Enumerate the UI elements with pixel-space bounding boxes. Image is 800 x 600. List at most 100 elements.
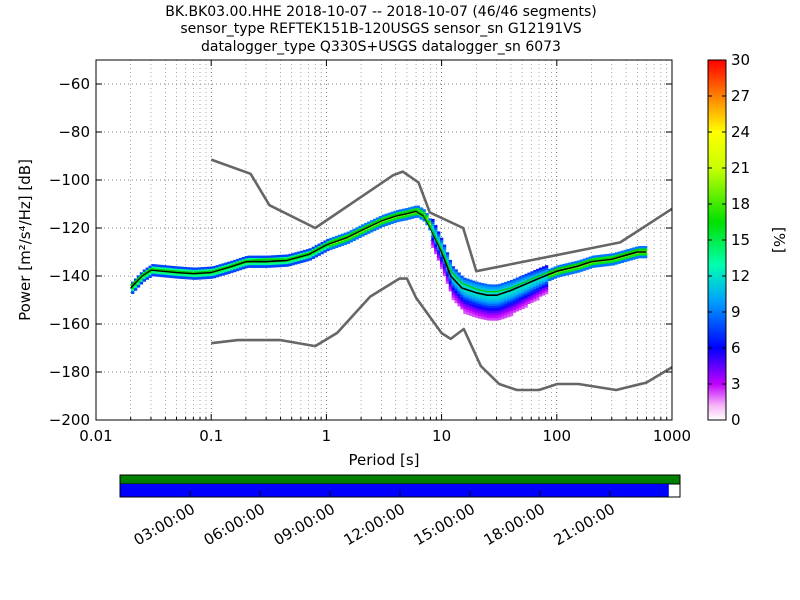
heatmap-cell [498,307,502,311]
heatmap-cell [390,218,394,222]
heatmap-cell [515,308,520,312]
heatmap-cell [594,262,598,266]
heatmap-cell [133,285,138,289]
heatmap-cell [550,274,555,278]
heatmap-cell [437,250,441,254]
heatmap-cell [486,308,490,311]
heatmap-cell [431,240,435,244]
heatmap-cell [457,298,461,302]
heatmap-cell [437,257,441,261]
heatmap-cell [539,291,543,295]
heatmap-cell [320,241,324,245]
heatmap-cell [474,312,479,316]
heatmap-cell [346,231,351,235]
heatmap-cell [192,274,196,278]
heatmap-cell [177,273,181,277]
heatmap-cell [253,265,257,268]
heatmap-cell [302,257,307,260]
heatmap-cell [442,246,447,250]
heatmap-cell [509,282,514,286]
heatmap-cell [521,275,525,278]
heatmap-cell [539,269,543,273]
heatmap-cell [448,259,453,263]
heatmap-cell [472,294,476,298]
heatmap-cell [541,285,546,289]
heatmap-cell [174,268,179,272]
heatmap-cell [183,266,187,270]
heatmap-cell [145,267,149,271]
heatmap-cell [139,272,144,275]
heatmap-cell [480,314,485,317]
heatmap-cell [160,274,164,278]
heatmap-cell [547,276,552,279]
heatmap-cell [594,255,598,258]
x-tick-label: 1000 [653,427,691,445]
heatmap-cell [317,243,321,247]
heatmap-cell [215,274,219,278]
heatmap-cell [355,232,359,235]
heatmap-cell [139,279,144,283]
heatmap-cell [629,257,633,261]
heatmap-cell [507,283,511,287]
title-line-3: datalogger_type Q330S+USGS datalogger_sn… [201,39,561,55]
heatmap-cell [472,314,476,317]
heatmap-cell [233,267,237,270]
heatmap-cell [171,275,176,279]
heatmap-cell [445,252,450,255]
heatmap-cell [370,229,374,233]
heatmap-cell [346,238,351,242]
heatmap-cell [486,291,490,295]
heatmap-cell [469,284,473,288]
heatmap-cell [550,270,555,273]
heatmap-cell [568,262,572,266]
heatmap-cell [509,296,514,300]
heatmap-cell [364,222,368,226]
heatmap-cell [288,261,292,264]
heatmap-cell [641,255,645,259]
heatmap-cell [381,214,385,218]
heatmap-cell [463,292,467,295]
heatmap-cell [530,276,534,279]
heatmap-cell [233,259,237,263]
heatmap-cell [410,213,415,217]
heatmap-cell [544,289,549,292]
heatmap-cell [148,272,152,276]
heatmap-cell [434,241,438,245]
heatmap-cell [294,252,298,255]
heatmap-cell [442,249,447,253]
heatmap-cell [311,251,316,255]
heatmap-cell [457,296,461,300]
heatmap-cell [431,223,435,227]
heatmap-cell [495,315,499,319]
heatmap-cell [603,263,607,267]
heatmap-cell [335,235,339,239]
heatmap-cell [643,246,648,249]
heatmap-cell [335,242,339,246]
heatmap-cell [230,268,234,271]
heatmap-cell [504,303,508,307]
heatmap-cell [477,296,482,300]
heatmap-cell [597,264,601,268]
heatmap-cell [282,254,286,258]
heatmap-cell [166,272,170,276]
heatmap-cell [480,285,485,289]
heatmap-cell [544,282,549,285]
heatmap-cell [431,228,435,232]
heatmap-cell [215,272,219,276]
heatmap-cell [507,307,511,311]
heatmap-cell [437,248,441,251]
heatmap-cell [457,286,461,290]
heatmap-cell [489,318,493,321]
heatmap-cell [203,274,208,277]
heatmap-cell [472,287,476,291]
heatmap-cell [305,258,310,262]
heatmap-cell [489,284,493,288]
heatmap-cell [425,222,429,226]
heatmap-cell [483,285,488,289]
heatmap-cell [536,283,540,286]
heatmap-cell [163,272,167,276]
heatmap-cell [489,310,493,314]
heatmap-cell [372,225,377,229]
y-tick-label: −80 [58,123,90,141]
heatmap-cell [215,265,219,268]
